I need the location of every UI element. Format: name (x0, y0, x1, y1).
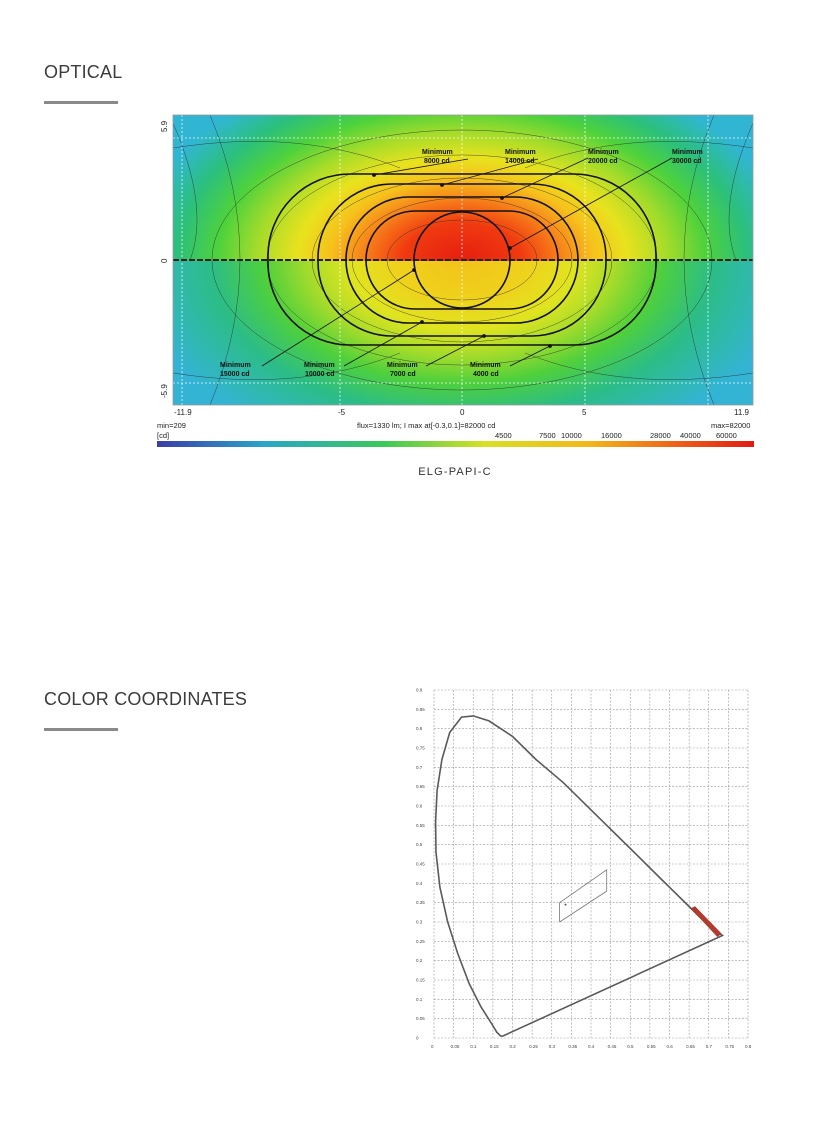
label-bottom-1-line1: Minimum (220, 362, 251, 369)
label-top-3-line2: 20000 cd (588, 158, 618, 165)
intensity-heatmap: Minimum 8000 cd Minimum 14000 cd Minimum… (173, 115, 753, 405)
cie-x-tick: 0.4 (588, 1044, 595, 1049)
cie-y-tick: 0 (416, 1036, 419, 1041)
cie-y-tick: 0.4 (416, 881, 423, 886)
cie-x-tick: 0.25 (529, 1044, 538, 1049)
cie-y-tick: 0.55 (416, 823, 425, 828)
cie-y-tick: 0.9 (416, 688, 423, 693)
y-tick-mid: 0 (160, 258, 169, 263)
x-tick-5: 11.9 (734, 408, 750, 417)
optical-caption: ELG-PAPI-C (418, 466, 492, 478)
scale-60000: 60000 (716, 431, 737, 440)
cie-grid (433, 689, 749, 1039)
label-top-1-line2: 8000 cd (424, 158, 450, 165)
cie-x-tick: 0.05 (451, 1044, 460, 1049)
cie-y-tick: 0.85 (416, 707, 425, 712)
cie-y-tick: 0.75 (416, 746, 425, 751)
scale-4500: 4500 (495, 431, 512, 440)
optical-heading: OPTICAL (44, 62, 123, 82)
x-tick-1: -11.9 (174, 408, 192, 417)
label-bottom-3-line2: 7000 cd (390, 371, 416, 378)
cie-x-tick: 0.3 (549, 1044, 556, 1049)
label-top-1-line1: Minimum (422, 149, 453, 156)
cie-x-tick: 0 (431, 1044, 434, 1049)
cie-y-tick: 0.5 (416, 842, 423, 847)
cie-y-tick: 0.2 (416, 958, 423, 963)
cie-y-tick: 0.35 (416, 900, 425, 905)
cie-x-tick: 0.7 (706, 1044, 713, 1049)
label-bottom-2-line1: Minimum (304, 362, 335, 369)
cie-y-tick: 0.3 (416, 920, 423, 925)
red-chromaticity-region (690, 906, 722, 938)
cie-x-tick: 0.2 (510, 1044, 517, 1049)
white-tolerance-box (559, 869, 608, 923)
color-scale-bar (157, 441, 754, 447)
white-point (564, 903, 567, 906)
label-top-4-line1: Minimum (672, 149, 703, 156)
scale-7500: 7500 (539, 431, 556, 440)
label-bottom-2-line2: 10000 cd (305, 371, 335, 378)
label-bottom-3-line1: Minimum (387, 362, 418, 369)
y-tick-top: 5.9 (160, 120, 169, 132)
cie-y-tick: 0.25 (416, 939, 425, 944)
x-tick-2: -5 (338, 408, 346, 417)
footer-flux: flux=1330 lm; I max at[-0.3,0.1]=82000 c… (357, 421, 495, 430)
cie-x-tick: 0.35 (568, 1044, 577, 1049)
scale-40000: 40000 (680, 431, 701, 440)
scale-28000: 28000 (650, 431, 671, 440)
label-bottom-4-line2: 4000 cd (473, 371, 499, 378)
cie-y-tick: 0.45 (416, 862, 425, 867)
label-top-2-line1: Minimum (505, 149, 536, 156)
footer-unit: [cd] (157, 431, 169, 440)
label-bottom-4-line1: Minimum (470, 362, 501, 369)
optical-heading-rule (44, 101, 118, 104)
cie-y-tick: 0.6 (416, 804, 423, 809)
cie-x-tick: 0.55 (647, 1044, 656, 1049)
cie-y-tick: 0.7 (416, 765, 423, 770)
cie-x-tick: 0.75 (725, 1044, 734, 1049)
cie-svg: 0.9 0.85 0.8 0.75 0.7 0.65 0.6 0.55 0.5 0.45 0.4 0.… (416, 688, 752, 1050)
footer-min: min=209 (157, 421, 186, 430)
isocandela-svg: Minimum 8000 cd Minimum 14000 cd Minimum… (157, 114, 754, 447)
label-top-2-line2: 14000 cd (505, 158, 535, 165)
x-tick-3: 0 (460, 408, 465, 417)
scale-10000: 10000 (561, 431, 582, 440)
color-heading-rule (44, 728, 118, 731)
cie-x-tick: 0.5 (627, 1044, 634, 1049)
x-tick-4: 5 (582, 408, 587, 417)
cie-x-tick: 0.1 (470, 1044, 477, 1049)
cie-x-tick: 0.8 (745, 1044, 752, 1049)
footer-max: max=82000 (711, 421, 750, 430)
cie-y-tick: 0.05 (416, 1016, 425, 1021)
spectral-locus (434, 715, 725, 1037)
cie-y-tick: 0.65 (416, 784, 425, 789)
plot-frame (172, 114, 754, 406)
cie-x-tick: 0.65 (686, 1044, 695, 1049)
scale-16000: 16000 (601, 431, 622, 440)
cie-x-tick: 0.45 (608, 1044, 617, 1049)
cie-diagram: 0.9 0.85 0.8 0.75 0.7 0.65 0.6 0.55 0.5 0.45 0.4 0.… (408, 682, 756, 1054)
cie-y-tick: 0.15 (416, 978, 425, 983)
cie-y-tick: 0.1 (416, 997, 423, 1002)
cie-y-tick: 0.8 (416, 726, 423, 731)
isocandela-figure: Minimum 8000 cd Minimum 14000 cd Minimum… (150, 108, 760, 453)
color-heading: COLOR COORDINATES (44, 689, 248, 709)
label-top-3-line1: Minimum (588, 149, 619, 156)
label-bottom-1-line2: 15000 cd (220, 371, 250, 378)
y-tick-bottom: -5.9 (160, 384, 169, 398)
cie-x-tick: 0.6 (667, 1044, 674, 1049)
cie-x-tick: 0.15 (490, 1044, 499, 1049)
label-top-4-line2: 30000 cd (672, 158, 702, 165)
